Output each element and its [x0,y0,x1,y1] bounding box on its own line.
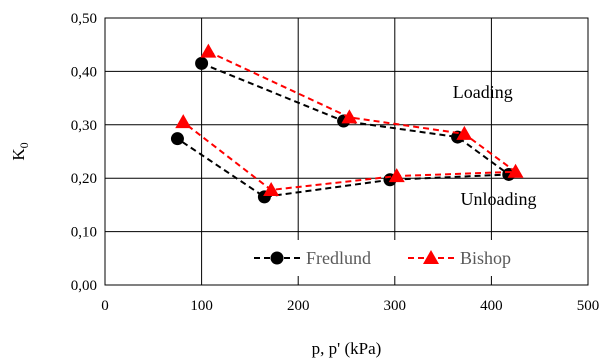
annotations: Loading Unloading [453,82,537,209]
y-tick-label: 0,10 [71,225,97,241]
x-tick-label: 200 [287,298,310,314]
x-tick-label: 0 [101,298,109,314]
data-point-bishop [456,125,473,140]
series-bishop [175,43,524,196]
legend-label: Bishop [460,248,511,268]
annotation-loading: Loading [453,82,513,102]
y-tick-label: 0,50 [71,11,97,27]
legend-items: Fredlund Bishop [254,248,511,268]
x-tick-label: 500 [577,298,600,314]
y-tick-label: 0,40 [71,64,97,80]
legend: Fredlund Bishop [240,240,560,276]
data-point-bishop [341,109,358,124]
series-layer [170,43,524,204]
legend-swatch-marker [423,250,439,264]
legend-label: Fredlund [306,248,371,268]
data-point-bishop [200,43,217,58]
data-point-bishop [507,163,524,178]
y-axis-label-subscript: 0 [17,142,31,148]
data-point-fredlund [170,132,184,146]
data-point-bishop [388,168,405,183]
x-tick-label: 300 [384,298,407,314]
data-point-bishop [263,181,280,196]
annotation-unloading: Unloading [460,189,536,209]
x-axis-label: p, p' (kPa) [312,339,382,358]
x-axis-ticks: 0 100 200 300 400 500 [101,298,599,314]
data-point-fredlund [195,56,209,70]
y-axis-label-main: K [9,148,28,161]
legend-item-bishop: Bishop [408,248,511,268]
data-point-bishop [175,114,192,129]
x-tick-label: 400 [480,298,503,314]
y-tick-label: 0,30 [71,118,97,134]
legend-item-fredlund: Fredlund [254,248,371,268]
plot-area-border [104,17,589,286]
y-axis-ticks: 0,00 0,10 0,20 0,30 0,40 0,50 [71,11,97,294]
legend-background [240,240,560,276]
y-tick-label: 0,00 [71,278,97,294]
legend-swatch-marker [270,251,284,265]
y-axis-label: K0 [9,142,31,160]
y-tick-label: 0,20 [71,171,97,187]
x-tick-label: 100 [190,298,213,314]
